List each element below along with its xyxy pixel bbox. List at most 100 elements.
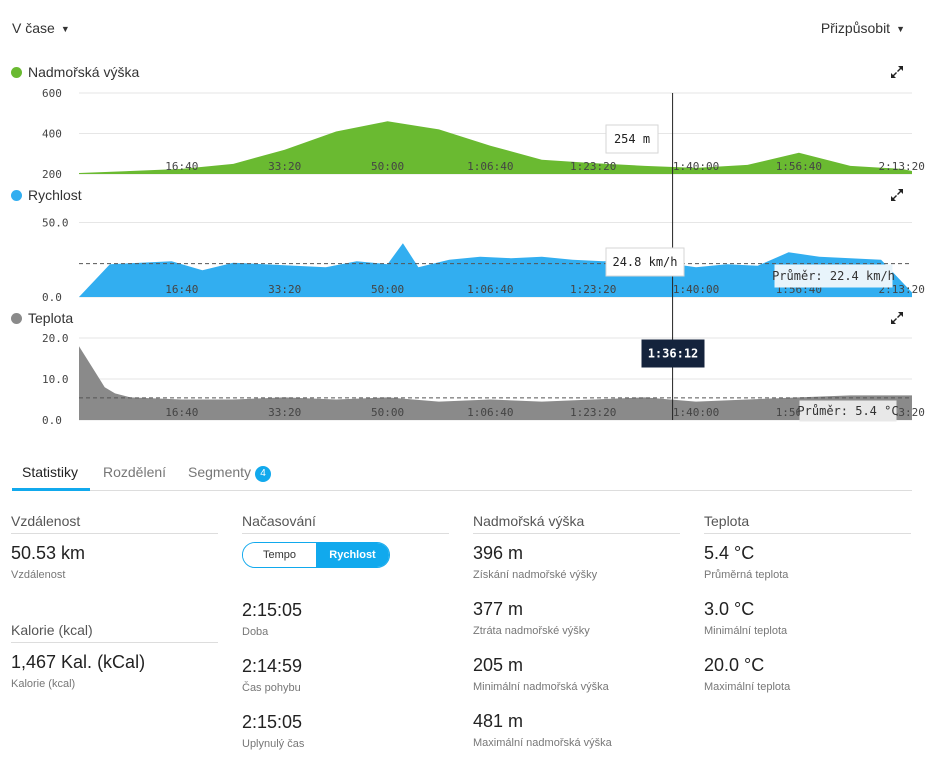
- avg-temperature-value: 5.4 °C: [704, 543, 755, 563]
- active-tab-indicator: [12, 488, 90, 491]
- x-tick-label: 50:00: [371, 283, 404, 296]
- x-tick-label: 33:20: [268, 160, 301, 173]
- elevation-gain-label: Získání nadmořské výšky: [473, 569, 598, 581]
- duration-label: Doba: [242, 626, 269, 638]
- x-tick-label: 1:40:00: [673, 160, 719, 173]
- expand-icon[interactable]: [889, 64, 905, 80]
- y-tick-label: 0.0: [42, 414, 62, 427]
- elapsed-time-value: 2:15:05: [242, 712, 303, 732]
- y-tick-label: 10.0: [42, 373, 69, 386]
- customize-dropdown-label: Přizpůsobit: [820, 20, 891, 36]
- elevation-loss-value: 377 m: [473, 599, 524, 619]
- speed-average-label: Průměr: 22.4 km/h: [772, 269, 895, 283]
- temperature-average-label: Průměr: 5.4 °C: [797, 404, 898, 418]
- speed-average-label-box: [774, 264, 893, 288]
- x-tick-label: 1:40:00: [673, 406, 719, 419]
- x-tick-label: 1:56:40: [776, 160, 822, 173]
- elevation-title-text: Nadmořská výška: [28, 64, 140, 80]
- min-temperature-label: Minimální teplota: [704, 625, 788, 637]
- y-tick-label: 200: [42, 168, 62, 181]
- charts-area[interactable]: 600 400 200 16:40 33:20 50:00 1:06:40 1:23:20 1:…: [0, 0, 931, 440]
- min-elevation-label: Minimální nadmořská výška: [473, 681, 609, 693]
- customize-dropdown[interactable]: Přizpůsobit ▼: [821, 20, 905, 36]
- x-tick-label: 16:40: [165, 160, 198, 173]
- x-tick-label: 1:23:20: [570, 283, 616, 296]
- elevation-stats-header: Nadmořská výška: [473, 513, 680, 534]
- x-tick-label: 1:40:00: [673, 283, 719, 296]
- distance-header: Vzdálenost: [11, 513, 218, 534]
- expand-icon[interactable]: [889, 187, 905, 203]
- distance-value: 50.53 km: [11, 543, 86, 563]
- x-tick-label: 1:23:20: [570, 406, 616, 419]
- elevation-chart-title: Nadmořská výška: [11, 64, 139, 80]
- view-dropdown-label: V čase: [12, 20, 55, 36]
- speed-series-area: [79, 243, 912, 297]
- speed-tooltip: 24.8 km/h: [612, 255, 677, 269]
- x-tick-label: 16:40: [165, 283, 198, 296]
- elapsed-time-label: Uplynulý čas: [242, 738, 305, 750]
- tab-label: Rozdělení: [103, 464, 167, 480]
- tab-label: Statistiky: [22, 464, 79, 480]
- toggle-pace[interactable]: Tempo: [243, 543, 316, 567]
- x-tick-label: 50:00: [371, 406, 404, 419]
- y-tick-label: 50.0: [42, 216, 69, 229]
- speed-chart-title: Rychlost: [11, 187, 82, 203]
- elevation-loss-label: Ztráta nadmořské výšky: [473, 625, 590, 637]
- elevation-tooltip-box: [605, 124, 659, 154]
- elevation-legend-dot: [11, 66, 22, 78]
- max-temperature-value: 20.0 °C: [704, 655, 765, 675]
- calories-value: 1,467 Kal. (kCal): [11, 652, 146, 672]
- moving-time-label: Čas pohybu: [242, 682, 301, 694]
- timing-header: Načasování: [242, 513, 449, 534]
- temperature-legend-dot: [11, 312, 22, 324]
- min-elevation-value: 205 m: [473, 655, 524, 675]
- calories-label: Kalorie (kcal): [11, 678, 76, 690]
- max-elevation-value: 481 m: [473, 711, 524, 731]
- x-tick-label: 1:06:40: [467, 406, 513, 419]
- x-tick-label: 33:20: [268, 283, 301, 296]
- view-dropdown[interactable]: V čase ▼: [12, 20, 70, 36]
- avg-temperature-label: Průměrná teplota: [704, 569, 789, 581]
- temperature-tooltip: 1:36:12: [648, 347, 699, 361]
- x-tick-label: 50:00: [371, 160, 404, 173]
- calories-header: Kalorie (kcal): [11, 622, 218, 643]
- temperature-series-area: [79, 346, 912, 420]
- x-tick-label: 1:06:40: [467, 160, 513, 173]
- temperature-average-label-box: [799, 400, 897, 422]
- x-tick-label: 1:23:20: [570, 160, 616, 173]
- y-tick-label: 20.0: [42, 332, 69, 345]
- segments-count-badge: 4: [255, 466, 272, 482]
- tab-segments[interactable]: Segmenty 4: [188, 464, 272, 482]
- x-tick-label: 33:20: [268, 406, 301, 419]
- toggle-speed[interactable]: Rychlost: [316, 543, 389, 567]
- stats-tabs: Statistiky Rozdělení Segmenty 4: [12, 456, 912, 491]
- max-elevation-label: Maximální nadmořská výška: [473, 737, 612, 749]
- elevation-tooltip: 254 m: [614, 132, 650, 146]
- expand-icon[interactable]: [889, 310, 905, 326]
- tab-statistics[interactable]: Statistiky: [22, 464, 78, 480]
- x-tick-label: 16:40: [165, 406, 198, 419]
- speed-title-text: Rychlost: [28, 187, 82, 203]
- temperature-tooltip-box: [641, 339, 705, 368]
- temperature-chart-title: Teplota: [11, 310, 73, 326]
- moving-time-value: 2:14:59: [242, 656, 303, 676]
- x-tick-label: 1:06:40: [467, 283, 513, 296]
- tab-splits[interactable]: Rozdělení: [103, 464, 166, 480]
- x-tick-label: 2:13:20: [879, 160, 925, 173]
- tab-label: Segmenty: [188, 464, 252, 480]
- pace-speed-toggle: Tempo Rychlost: [242, 542, 390, 568]
- temperature-stats-header: Teplota: [704, 513, 911, 534]
- elevation-gain-value: 396 m: [473, 543, 524, 563]
- caret-down-icon: ▼: [896, 24, 905, 34]
- speed-tooltip-box: [605, 247, 685, 277]
- y-tick-label: 400: [42, 128, 62, 141]
- elevation-series-area: [79, 121, 912, 174]
- min-temperature-value: 3.0 °C: [704, 599, 755, 619]
- duration-value: 2:15:05: [242, 600, 303, 620]
- distance-label: Vzdálenost: [11, 569, 66, 581]
- temperature-title-text: Teplota: [28, 310, 74, 326]
- y-tick-label: 0.0: [42, 291, 62, 304]
- y-tick-label: 600: [42, 87, 62, 100]
- caret-down-icon: ▼: [60, 24, 70, 34]
- max-temperature-label: Maximální teplota: [704, 681, 791, 693]
